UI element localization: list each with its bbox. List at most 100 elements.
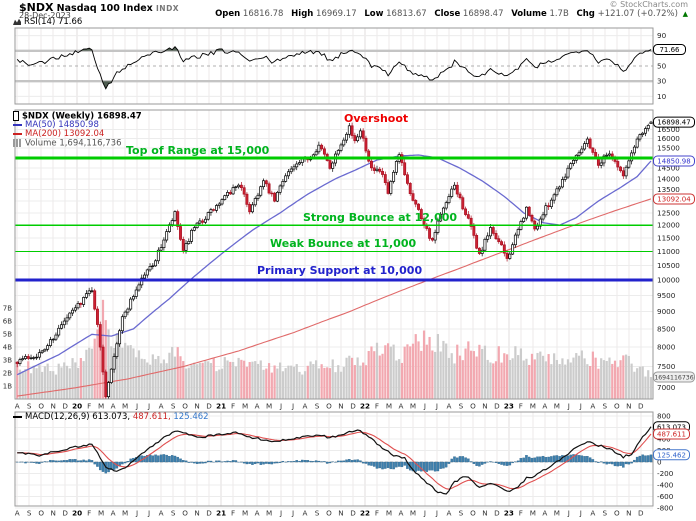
macd-line: [17, 426, 652, 495]
copyright-link[interactable]: © StockCharts.com: [609, 0, 688, 9]
svg-text:8000: 8000: [657, 343, 676, 352]
svg-text:9500: 9500: [657, 291, 676, 300]
volume-bars-icon: [13, 139, 22, 147]
svg-text:M: M: [266, 509, 272, 518]
close-label: Close: [434, 9, 461, 19]
svg-text:F: F: [519, 509, 523, 518]
svg-text:O: O: [470, 402, 476, 411]
ma50-value-box: 14850.98: [653, 155, 695, 167]
indicator-icon: [13, 18, 21, 25]
svg-text:A: A: [255, 509, 260, 518]
svg-text:-400: -400: [657, 481, 674, 490]
svg-text:M: M: [122, 509, 128, 518]
volume-legend-text: Volume 1,694,116,736: [25, 138, 122, 149]
annotation-top-of-range: Top of Range at 15,000: [126, 144, 270, 157]
svg-text:D: D: [638, 509, 644, 518]
macd-signal-box: 487.611: [653, 428, 690, 440]
svg-text:10: 10: [657, 92, 667, 101]
svg-text:22: 22: [360, 509, 370, 518]
axis-value-boxes: 71.66 1694116736 14850.98 13092.04 16898.47 6…: [653, 44, 695, 461]
ticker-exchange: INDX: [156, 4, 180, 13]
annotation-primary-support: Primary Support at 10,000: [257, 264, 423, 277]
close-value: 16898.47: [462, 9, 504, 19]
rsi-value-box: 71.66: [653, 44, 686, 56]
rsi-plot: [16, 46, 652, 90]
volume-value-box: 1694116736: [653, 371, 695, 383]
support-resistance-lines: [15, 156, 653, 282]
svg-text:J: J: [567, 402, 570, 411]
svg-text:S: S: [27, 509, 32, 518]
rsi-line: [16, 46, 652, 90]
svg-text:A: A: [159, 402, 164, 411]
svg-text:-600: -600: [657, 492, 674, 501]
macd-line-icon: [13, 415, 22, 418]
ma50-line: [16, 154, 652, 376]
svg-text:D: D: [62, 509, 68, 518]
svg-text:O: O: [470, 509, 476, 518]
svg-text:A: A: [15, 509, 20, 518]
svg-text:J: J: [279, 402, 282, 411]
svg-text:F: F: [375, 402, 379, 411]
svg-text:M: M: [386, 402, 392, 411]
svg-text:11500: 11500: [657, 233, 680, 242]
high-value: 16969.17: [316, 9, 357, 19]
svg-text:90: 90: [657, 31, 667, 40]
svg-text:O: O: [614, 509, 620, 518]
svg-text:S: S: [603, 509, 608, 518]
svg-text:16500: 16500: [657, 125, 680, 134]
rsi-legend-text: RSI(14) 71.66: [24, 17, 83, 27]
svg-text:6B: 6B: [3, 318, 12, 326]
annotation-strong-bounce: Strong Bounce at 12,000: [303, 211, 458, 224]
macd-legend-name: MACD(12,26,9): [25, 412, 90, 422]
svg-text:N: N: [50, 509, 55, 518]
ticker-header: $NDX Nasdaq 100 Index INDX: [19, 2, 179, 14]
svg-text:4B: 4B: [3, 344, 12, 352]
svg-text:13500: 13500: [657, 185, 680, 194]
svg-text:A: A: [255, 402, 260, 411]
open-label: Open: [215, 9, 241, 19]
svg-text:15500: 15500: [657, 144, 680, 153]
chg-value: +121.07 (+0.72%): [597, 9, 678, 19]
svg-text:A: A: [590, 509, 595, 518]
svg-text:D: D: [350, 509, 356, 518]
high-label: High: [291, 9, 314, 19]
svg-text:A: A: [159, 509, 164, 518]
svg-text:D: D: [62, 402, 68, 411]
svg-text:J: J: [423, 402, 426, 411]
svg-text:J: J: [135, 509, 138, 518]
svg-text:D: D: [494, 402, 500, 411]
svg-text:N: N: [626, 402, 631, 411]
svg-text:20: 20: [72, 402, 82, 411]
svg-text:J: J: [579, 402, 582, 411]
svg-text:2B: 2B: [3, 370, 12, 378]
svg-text:12000: 12000: [657, 221, 680, 230]
svg-text:3B: 3B: [3, 357, 12, 365]
volume-legend: Volume 1,694,116,736: [13, 139, 122, 148]
svg-text:A: A: [111, 402, 116, 411]
svg-text:J: J: [291, 402, 294, 411]
price-legend-text: $NDX (Weekly) 16898.47: [22, 111, 142, 122]
svg-text:23: 23: [504, 402, 514, 411]
svg-text:A: A: [398, 402, 403, 411]
svg-text:N: N: [194, 509, 199, 518]
svg-text:M: M: [410, 509, 416, 518]
quote-summary: Open 16816.78 High 16969.17 Low 16813.67…: [210, 10, 688, 19]
macd-hist-box: 125.462: [653, 449, 690, 461]
svg-text:O: O: [326, 509, 332, 518]
macd-legend: MACD(12,26,9) 613.073, 487.611, 125.462: [13, 413, 209, 422]
svg-text:1694116736: 1694116736: [654, 375, 693, 382]
svg-text:50: 50: [657, 62, 667, 71]
svg-text:F: F: [87, 402, 91, 411]
svg-text:M: M: [98, 402, 104, 411]
ticker-name: Nasdaq 100 Index: [56, 3, 153, 14]
ma50-legend-text: MA(50) 14850.98: [25, 120, 99, 130]
candlestick-icon: [13, 111, 19, 121]
svg-text:J: J: [135, 402, 138, 411]
ticker-symbol: $NDX: [19, 1, 54, 14]
svg-text:M: M: [98, 509, 104, 518]
svg-text:613.073: 613.073: [657, 423, 686, 431]
svg-text:O: O: [38, 402, 44, 411]
svg-text:487.611: 487.611: [657, 431, 686, 439]
svg-text:S: S: [459, 509, 464, 518]
svg-text:D: D: [350, 402, 356, 411]
